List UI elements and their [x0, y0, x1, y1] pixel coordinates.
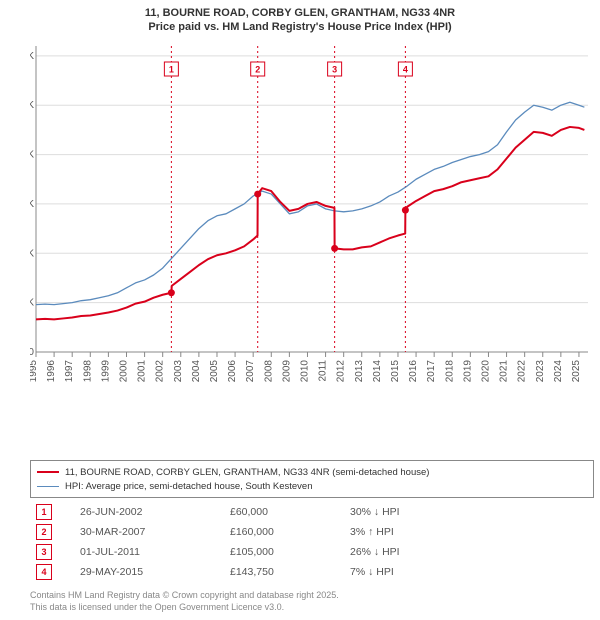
svg-text:1996: 1996 — [46, 360, 57, 383]
svg-text:£0: £0 — [30, 347, 34, 358]
svg-text:2011: 2011 — [318, 360, 329, 382]
svg-text:2014: 2014 — [372, 360, 383, 383]
chart-area: £0 £50K £100K £150K £200K £250K £300K 1995 1996 1… — [30, 42, 590, 402]
legend-swatch — [37, 471, 59, 473]
sale-hpi-diff: 7% ↓ HPI — [350, 566, 470, 578]
svg-text:4: 4 — [403, 65, 408, 75]
svg-text:2: 2 — [255, 65, 260, 75]
legend-box: 11, BOURNE ROAD, CORBY GLEN, GRANTHAM, N… — [30, 460, 594, 498]
svg-text:2021: 2021 — [499, 360, 510, 383]
svg-text:2013: 2013 — [354, 360, 365, 383]
legend-item: 11, BOURNE ROAD, CORBY GLEN, GRANTHAM, N… — [37, 465, 587, 479]
svg-text:2007: 2007 — [245, 360, 256, 383]
sale-marker-number: 2 — [36, 524, 52, 540]
sale-hpi-diff: 26% ↓ HPI — [350, 546, 470, 558]
svg-text:£250K: £250K — [30, 100, 34, 111]
svg-text:2024: 2024 — [553, 360, 564, 383]
sale-row: 3 01-JUL-2011£105,00026% ↓ HPI — [30, 542, 580, 562]
svg-text:2015: 2015 — [390, 360, 401, 383]
sale-hpi-diff: 3% ↑ HPI — [350, 526, 470, 538]
svg-text:2020: 2020 — [480, 360, 491, 383]
chart-svg: £0 £50K £100K £150K £200K £250K £300K 1995 1996 1… — [30, 42, 590, 402]
svg-text:£100K: £100K — [30, 248, 34, 259]
sale-date: 30-MAR-2007 — [80, 526, 230, 538]
svg-text:£50K: £50K — [30, 298, 34, 309]
svg-text:3: 3 — [332, 65, 337, 75]
title-line-2: Price paid vs. HM Land Registry's House … — [148, 21, 451, 33]
footnote: Contains HM Land Registry data © Crown c… — [30, 590, 339, 613]
sale-date: 26-JUN-2002 — [80, 506, 230, 518]
svg-text:2000: 2000 — [118, 360, 129, 383]
sale-price: £60,000 — [230, 506, 350, 518]
svg-text:2006: 2006 — [227, 360, 238, 383]
svg-text:2023: 2023 — [535, 360, 546, 383]
sale-price: £143,750 — [230, 566, 350, 578]
footnote-line-1: Contains HM Land Registry data © Crown c… — [30, 590, 339, 600]
svg-text:2003: 2003 — [173, 360, 184, 383]
svg-text:1: 1 — [169, 65, 174, 75]
footnote-line-2: This data is licensed under the Open Gov… — [30, 602, 284, 612]
svg-text:2022: 2022 — [517, 360, 528, 383]
sale-marker-number: 4 — [36, 564, 52, 580]
svg-text:2025: 2025 — [571, 360, 582, 383]
svg-text:£300K: £300K — [30, 51, 34, 62]
svg-text:2018: 2018 — [444, 360, 455, 383]
svg-text:2012: 2012 — [336, 360, 347, 383]
svg-text:2002: 2002 — [155, 360, 166, 383]
svg-text:1999: 1999 — [100, 360, 111, 383]
svg-text:2001: 2001 — [137, 360, 148, 383]
legend-label: 11, BOURNE ROAD, CORBY GLEN, GRANTHAM, N… — [65, 467, 429, 478]
sale-date: 29-MAY-2015 — [80, 566, 230, 578]
svg-text:2017: 2017 — [426, 360, 437, 383]
legend-label: HPI: Average price, semi-detached house,… — [65, 481, 313, 492]
legend-swatch — [37, 486, 59, 487]
sales-table: 1 26-JUN-2002£60,00030% ↓ HPI 2 30-MAR-2007… — [30, 502, 580, 582]
sale-price: £160,000 — [230, 526, 350, 538]
sale-row: 4 29-MAY-2015£143,7507% ↓ HPI — [30, 562, 580, 582]
svg-text:1995: 1995 — [30, 360, 39, 383]
svg-text:£150K: £150K — [30, 199, 34, 210]
svg-text:2009: 2009 — [281, 360, 292, 383]
svg-text:2008: 2008 — [263, 360, 274, 383]
svg-text:1997: 1997 — [64, 360, 75, 383]
sale-row: 2 30-MAR-2007£160,0003% ↑ HPI — [30, 522, 580, 542]
svg-text:£200K: £200K — [30, 150, 34, 161]
sale-marker-number: 3 — [36, 544, 52, 560]
svg-text:2019: 2019 — [462, 360, 473, 383]
sale-hpi-diff: 30% ↓ HPI — [350, 506, 470, 518]
svg-text:2010: 2010 — [299, 360, 310, 383]
sale-price: £105,000 — [230, 546, 350, 558]
svg-text:2016: 2016 — [408, 360, 419, 383]
svg-text:2004: 2004 — [191, 360, 202, 383]
sale-marker-number: 1 — [36, 504, 52, 520]
svg-text:1998: 1998 — [82, 360, 93, 383]
chart-title: 11, BOURNE ROAD, CORBY GLEN, GRANTHAM, N… — [0, 0, 600, 35]
sale-row: 1 26-JUN-2002£60,00030% ↓ HPI — [30, 502, 580, 522]
title-line-1: 11, BOURNE ROAD, CORBY GLEN, GRANTHAM, N… — [145, 7, 455, 19]
svg-text:2005: 2005 — [209, 360, 220, 383]
legend-item: HPI: Average price, semi-detached house,… — [37, 479, 587, 493]
sale-date: 01-JUL-2011 — [80, 546, 230, 558]
chart-container: 11, BOURNE ROAD, CORBY GLEN, GRANTHAM, N… — [0, 0, 600, 620]
